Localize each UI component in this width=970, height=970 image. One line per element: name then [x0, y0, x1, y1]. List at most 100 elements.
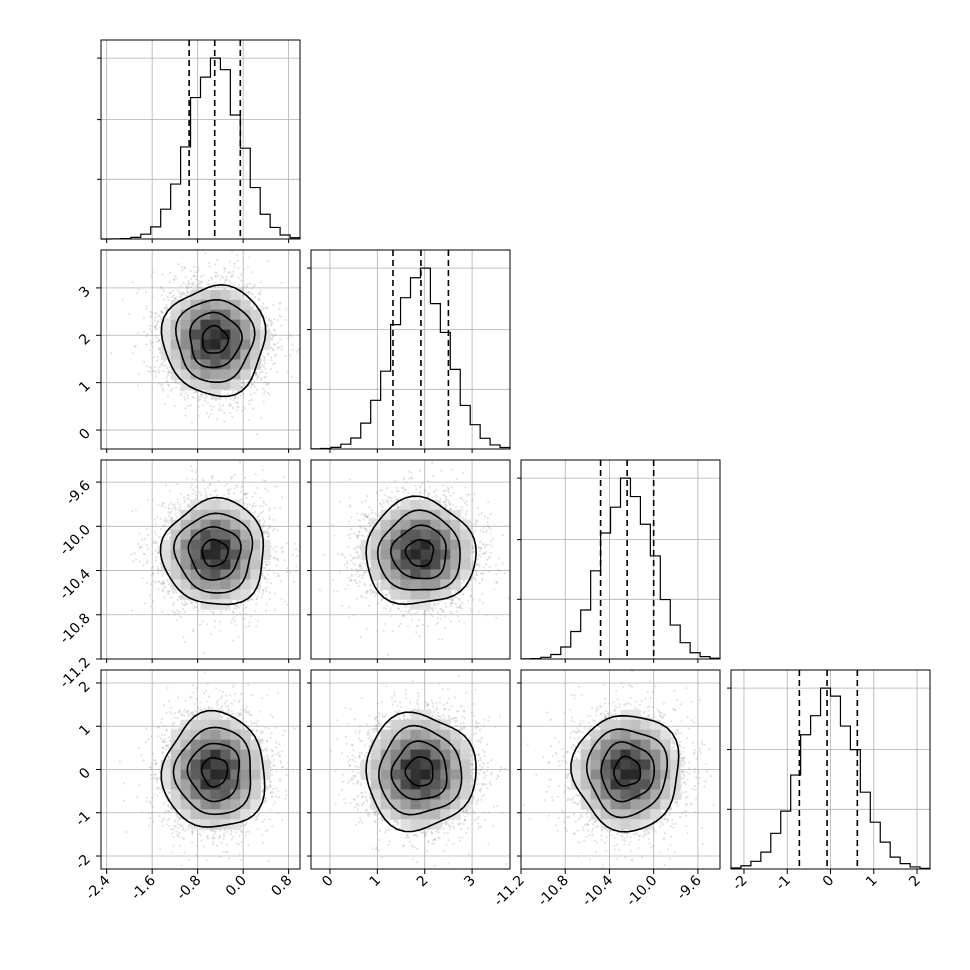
histogram-steps	[520, 477, 721, 660]
sample-point	[272, 348, 275, 351]
sample-point	[272, 547, 275, 550]
sample-point	[138, 560, 141, 563]
sample-point	[266, 325, 269, 328]
sample-point	[240, 387, 244, 390]
sample-point	[271, 349, 275, 352]
sample-point	[253, 283, 256, 286]
sample-point	[192, 488, 195, 491]
sample-point	[225, 278, 228, 282]
sample-point	[183, 266, 186, 269]
sample-point	[164, 364, 167, 367]
sample-point	[265, 589, 268, 593]
gridlines	[329, 250, 473, 449]
sample-point	[209, 404, 212, 408]
sample-point	[147, 533, 150, 537]
histogram-panel-2	[517, 459, 721, 660]
sample-point	[193, 271, 196, 274]
sample-point	[291, 348, 294, 351]
sample-point	[185, 294, 188, 297]
sample-point	[290, 375, 293, 378]
sample-point	[221, 409, 224, 412]
sample-point	[256, 516, 259, 519]
density-cell	[190, 329, 201, 341]
sample-point	[172, 602, 176, 605]
sample-point	[248, 403, 251, 406]
sample-point	[155, 312, 158, 315]
sample-point	[230, 477, 233, 480]
sample-point	[206, 412, 209, 415]
sample-point	[200, 396, 203, 399]
sample-point	[210, 633, 213, 636]
sample-point	[261, 505, 264, 508]
sample-point	[146, 499, 150, 502]
sample-point	[148, 594, 151, 597]
sample-point	[232, 398, 235, 402]
sample-point	[229, 404, 232, 407]
panel-content	[110, 250, 300, 436]
sample-point	[161, 589, 164, 592]
sample-point	[260, 305, 263, 308]
sample-point	[155, 334, 158, 337]
sample-point	[187, 394, 190, 397]
sample-point	[229, 282, 232, 285]
sample-point	[199, 393, 202, 396]
sample-point	[149, 310, 152, 313]
sample-point	[223, 485, 226, 488]
sample-point	[241, 294, 244, 297]
sample-point	[145, 335, 148, 338]
density-cell	[180, 329, 192, 341]
sample-point	[158, 327, 161, 330]
sample-point	[206, 402, 209, 405]
sample-point	[242, 501, 245, 504]
sample-point	[268, 319, 271, 322]
sample-point	[262, 500, 265, 503]
sample-point	[263, 356, 266, 359]
sample-point	[233, 616, 236, 619]
gridlines	[564, 460, 699, 659]
sample-point	[195, 390, 198, 394]
sample-point	[154, 325, 157, 328]
sample-point	[153, 319, 156, 322]
sample-point	[259, 290, 262, 293]
sample-point	[272, 343, 275, 346]
sample-point	[289, 354, 292, 357]
sample-point	[154, 325, 157, 328]
sample-point	[180, 292, 183, 295]
sample-point	[194, 275, 197, 278]
sample-point	[251, 271, 254, 274]
sample-point	[187, 280, 190, 283]
density-cell	[220, 289, 231, 301]
sample-point	[250, 393, 253, 396]
sample-point	[201, 393, 204, 396]
sample-point	[259, 371, 262, 374]
sample-point	[266, 306, 269, 309]
sample-point	[242, 608, 245, 611]
sample-point	[255, 373, 258, 376]
sample-point	[280, 315, 283, 318]
sample-point	[217, 409, 221, 412]
sample-point	[169, 501, 173, 504]
sample-point	[147, 370, 150, 373]
sample-point	[157, 369, 160, 372]
sample-point	[162, 389, 165, 392]
histogram-steps	[100, 57, 301, 240]
sample-point	[237, 259, 240, 263]
sample-point	[198, 286, 201, 289]
sample-point	[190, 283, 194, 286]
contour-line	[201, 324, 230, 354]
sample-point	[160, 285, 163, 289]
sample-point	[272, 328, 276, 331]
sample-point	[274, 355, 277, 358]
sample-point	[223, 270, 226, 273]
density-cell	[250, 349, 261, 360]
sample-point	[239, 395, 243, 398]
density-cell	[210, 329, 221, 341]
sample-point	[256, 376, 259, 379]
sample-point	[198, 280, 201, 283]
density-cell	[190, 319, 201, 331]
sample-point	[150, 312, 154, 315]
sample-point	[240, 385, 243, 388]
sample-point	[202, 480, 206, 483]
sample-point	[158, 347, 161, 350]
sample-point	[241, 294, 244, 297]
